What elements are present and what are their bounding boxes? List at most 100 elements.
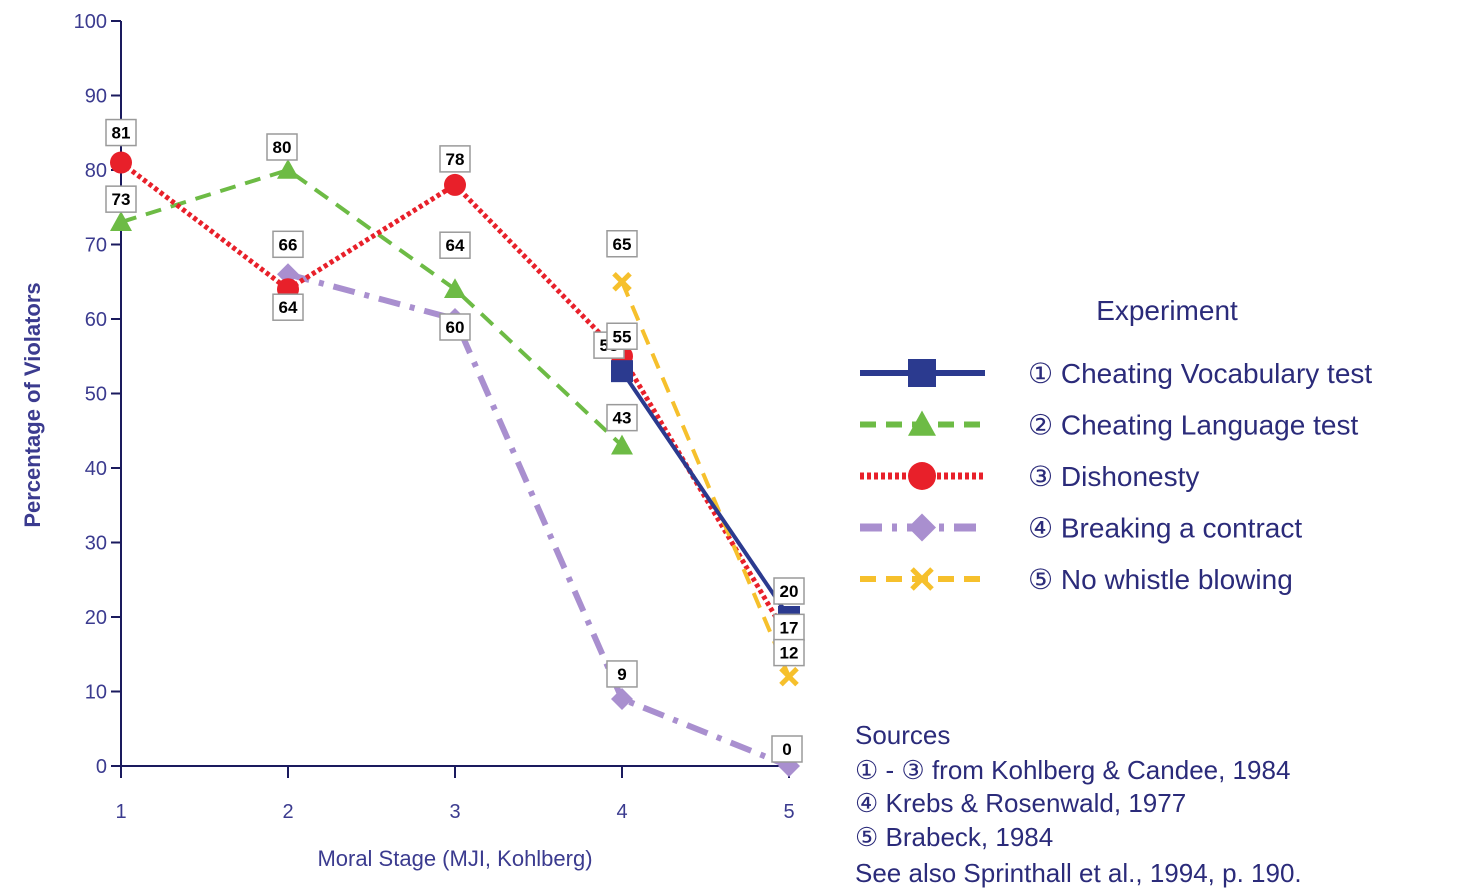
marker-circle [110,151,132,174]
legend-item: ② Cheating Language test [860,410,1358,441]
data-label-box [606,230,638,258]
y-tick-label: 30 [85,533,107,555]
data-label-text: 64 [279,298,298,317]
sources-line: ⑤ Brabeck, 1984 [855,822,1053,852]
data-label-text: 66 [279,235,298,254]
data-label-box [272,230,304,259]
data-label-box [606,322,638,350]
data-label-text: 78 [446,150,465,169]
data-label-text: 60 [446,318,465,337]
data-label: 12 [773,638,805,667]
data-label-box [105,185,137,213]
data-label: 66 [272,230,304,259]
legend-item: ⑤ No whistle blowing [860,564,1293,595]
x-tick-label: 1 [115,801,126,823]
sources-title: Sources [855,720,950,750]
data-label-text: 17 [780,618,799,637]
legend-label: ③ Dishonesty [1028,461,1199,492]
marker-x-stroke [612,271,632,292]
legend-item: ① Cheating Vocabulary test [860,358,1372,389]
data-label-box [773,613,805,642]
data-label: 64 [439,231,471,259]
marker-diamond [908,513,936,542]
data-label-text: 9 [617,665,626,684]
marker-x [612,271,632,292]
data-label-box [272,293,304,321]
data-label-box [773,638,805,667]
marker-triangle [277,159,299,179]
series-line [620,280,791,678]
y-tick-label: 90 [85,86,107,108]
data-label: 55 [606,322,638,350]
data-label: 64 [272,293,304,321]
data-label: 9 [606,660,638,688]
marker-x-stroke [910,567,934,591]
series-line [287,271,791,769]
marker-square [908,359,936,387]
data-label: 80 [266,133,298,161]
legend-label: ⑤ No whistle blowing [1028,564,1293,595]
sources-line: ① - ③ from Kohlberg & Candee, 1984 [855,755,1290,785]
legend-title: Experiment [1096,295,1238,326]
legend-label: ④ Breaking a contract [1028,513,1302,544]
y-axis-title: Percentage of Violators [20,282,45,527]
x-tick-label: 5 [783,801,794,823]
data-label-box [266,133,298,161]
marker-triangle [110,211,132,231]
data-label-text: 80 [273,138,292,157]
data-label-box [606,403,638,432]
legend-label: ① Cheating Vocabulary test [1028,358,1372,389]
marker-circle [908,462,936,490]
legend-label: ② Cheating Language test [1028,410,1358,441]
marker-square [611,360,633,383]
y-tick-label: 50 [85,384,107,406]
data-label-box [606,660,638,688]
data-label: 43 [606,403,638,432]
data-label: 65 [606,230,638,258]
marker-diamond [611,687,633,710]
series-line [620,370,791,619]
y-tick-label: 80 [85,160,107,182]
legend-item: ④ Breaking a contract [860,513,1302,544]
y-tick-label: 0 [96,756,107,778]
y-tick-label: 60 [85,309,107,331]
data-label-box [439,145,471,173]
x-axis-title: Moral Stage (MJI, Kohlberg) [317,846,592,871]
y-tick-label: 100 [74,11,107,33]
y-tick-label: 20 [85,607,107,629]
data-label-text: 55 [613,327,632,346]
data-label: 17 [773,613,805,642]
legend: Experiment ① Cheating Vocabulary test ② C… [860,295,1372,595]
y-tick-label: 70 [85,235,107,257]
data-label-box [439,313,471,341]
data-label: 60 [439,313,471,341]
y-tick-label: 40 [85,458,107,480]
sources-line: See also Sprinthall et al., 1994, p. 190… [855,858,1302,888]
sources-note: Sources ① - ③ from Kohlberg & Candee, 19… [855,720,1302,888]
data-label: 73 [105,185,137,213]
data-label-text: 81 [112,124,131,143]
data-label-text: 73 [112,190,131,209]
data-label-box [105,118,137,147]
marker-triangle [908,410,936,436]
marker-triangle [611,434,633,455]
legend-item: ③ Dishonesty [860,461,1199,492]
marker-x [779,666,799,687]
data-label-text: 65 [613,235,632,254]
marker-triangle [444,278,466,298]
marker-x [910,567,934,591]
data-label-text: 0 [782,740,791,759]
series-line [120,168,624,448]
data-label: 20 [773,577,805,605]
marker-x-stroke [779,666,799,687]
data-label-text: 12 [780,644,799,663]
data-label: 81 [105,118,137,147]
data-label-box [771,735,803,763]
data-label-text: 43 [613,409,632,428]
x-tick-label: 4 [616,801,627,823]
x-tick-label: 3 [449,801,460,823]
data-label: 0 [771,735,803,763]
data-label-text: 64 [446,236,465,255]
